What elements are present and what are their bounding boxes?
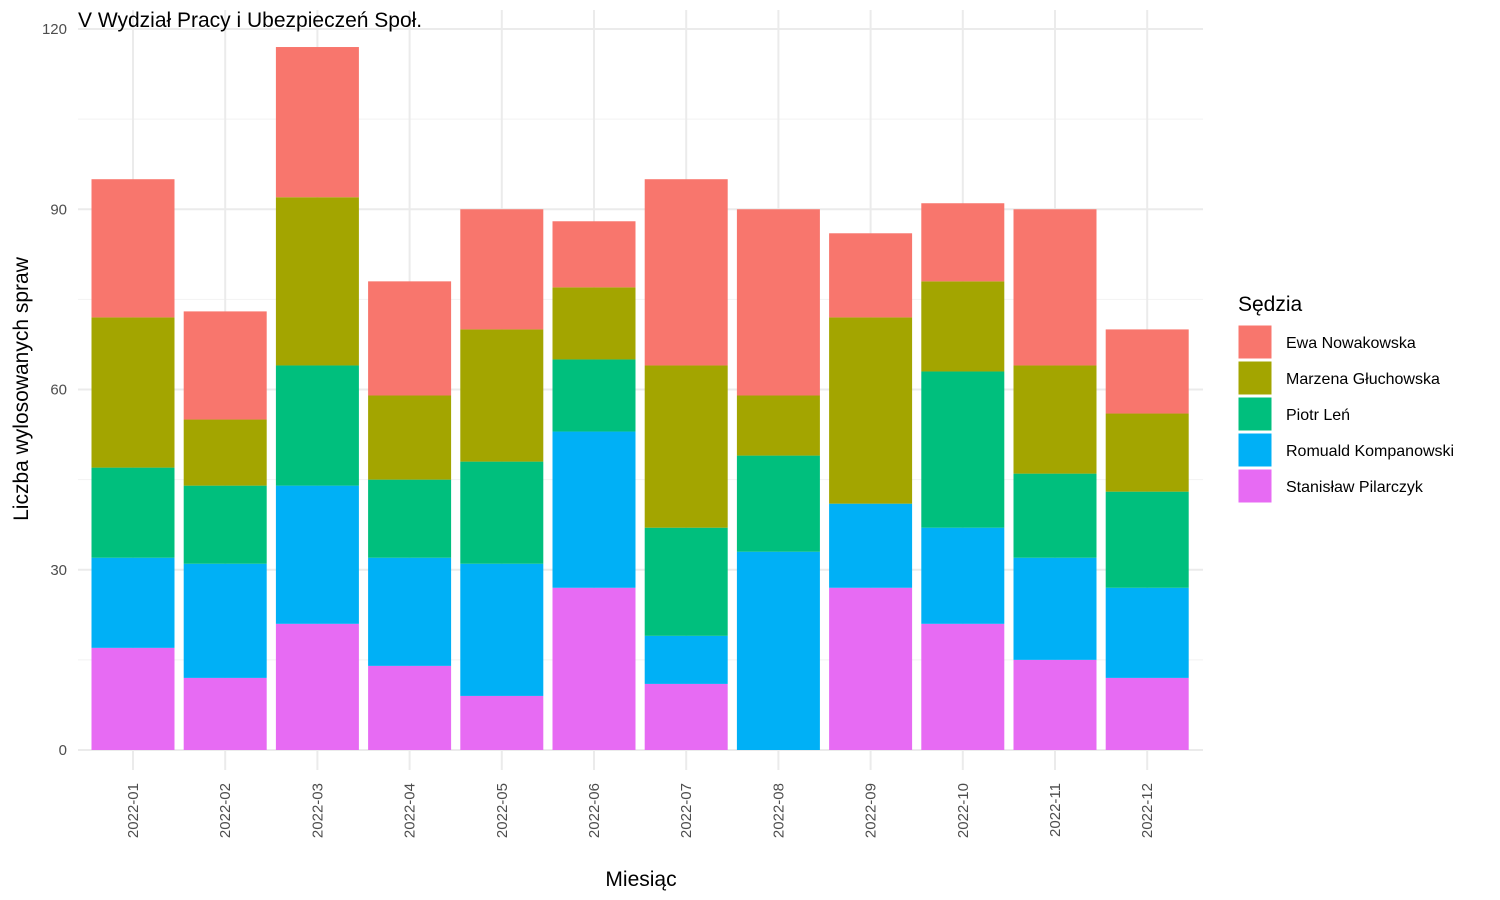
legend-label: Marzena Głuchowska	[1286, 371, 1440, 388]
bar-segment	[921, 203, 1005, 282]
bar-segment	[644, 527, 728, 636]
x-tick-label: 2022-02	[217, 783, 234, 838]
bar-segment	[1105, 677, 1189, 750]
bar-segment	[368, 395, 452, 480]
bar-segment	[1013, 557, 1097, 660]
legend-label: Ewa Nowakowska	[1286, 335, 1416, 352]
bar-segment	[460, 695, 544, 750]
legend: Sędzia Ewa Nowakowska Marzena Głuchowska P…	[1237, 293, 1454, 504]
bar-segment	[552, 221, 636, 288]
bar-segment	[460, 563, 544, 696]
x-tick-label: 2022-04	[402, 783, 419, 838]
x-tick-label: 2022-10	[955, 783, 972, 838]
x-tick-label: 2022-08	[770, 783, 787, 838]
legend-label: Stanisław Pilarczyk	[1286, 479, 1424, 496]
legend-swatch	[1237, 468, 1273, 504]
chart-title: V Wydział Pracy i Ubezpieczeń Społ.	[78, 9, 422, 32]
bar-segment	[552, 287, 636, 360]
bar-segment	[644, 365, 728, 528]
bar-segment	[644, 683, 728, 750]
x-tick-label: 2022-07	[678, 783, 695, 838]
bar-segment	[368, 557, 452, 666]
bar-segment	[91, 179, 175, 318]
bar-segment	[183, 563, 267, 678]
x-tick-label: 2022-12	[1139, 783, 1156, 838]
y-tick-label: 90	[50, 201, 67, 218]
y-tick-label: 30	[50, 562, 67, 579]
bar-segment	[1013, 209, 1097, 366]
legend-label: Piotr Leń	[1286, 407, 1350, 424]
bar-segment	[644, 179, 728, 366]
bar-segment	[1105, 329, 1189, 414]
bar-segment	[829, 503, 913, 588]
bar-segment	[552, 587, 636, 750]
bar-segment	[552, 431, 636, 588]
bar-segment	[183, 677, 267, 750]
bar-segment	[1105, 587, 1189, 678]
y-axis-title: Liczba wylosowanych spraw	[10, 256, 33, 521]
legend-swatch	[1237, 432, 1273, 468]
y-tick-label: 120	[42, 21, 67, 38]
x-axis-ticks: 2022-01 2022-02 2022-03 2022-04 2022-05 2022-…	[125, 783, 1156, 838]
bar-segment	[183, 311, 267, 420]
bar-segment	[460, 209, 544, 330]
bar-segment	[921, 371, 1005, 528]
bar-segment	[275, 197, 359, 366]
bar-segment	[91, 647, 175, 750]
bar-segment	[736, 209, 820, 396]
bar-segment	[829, 587, 913, 750]
bar-segment	[829, 233, 913, 318]
bar-segment	[275, 365, 359, 486]
legend-title: Sędzia	[1238, 293, 1303, 316]
x-tick-label: 2022-11	[1047, 783, 1064, 837]
y-tick-label: 60	[50, 382, 67, 399]
bar-segment	[368, 479, 452, 558]
bar-segment	[1105, 413, 1189, 492]
bar-segment	[275, 47, 359, 198]
bar-segment	[1013, 365, 1097, 474]
bar-segment	[1105, 491, 1189, 588]
bar-segment	[644, 635, 728, 684]
bar-segment	[91, 467, 175, 558]
bar-segment	[921, 281, 1005, 372]
bar-segment	[183, 419, 267, 486]
bar-segment	[275, 623, 359, 750]
bars	[91, 47, 1189, 750]
bar-segment	[1013, 659, 1097, 750]
bar-segment	[275, 485, 359, 624]
x-tick-label: 2022-06	[586, 783, 603, 838]
bar-segment	[91, 557, 175, 648]
x-tick-label: 2022-01	[125, 783, 142, 838]
bar-segment	[91, 317, 175, 468]
bar-segment	[736, 551, 820, 750]
legend-swatch	[1237, 396, 1273, 432]
bar-segment	[736, 395, 820, 456]
bar-segment	[368, 281, 452, 396]
legend-swatch	[1237, 324, 1273, 360]
y-tick-label: 0	[59, 742, 67, 759]
bar-segment	[921, 623, 1005, 750]
bar-segment	[921, 527, 1005, 624]
legend-label: Romuald Kompanowski	[1286, 443, 1454, 460]
bar-segment	[460, 329, 544, 462]
bar-segment	[829, 317, 913, 504]
bar-segment	[183, 485, 267, 564]
bar-segment	[368, 665, 452, 750]
x-tick-label: 2022-05	[494, 783, 511, 838]
bar-segment	[736, 455, 820, 552]
bar-segment	[552, 359, 636, 432]
bar-segment	[460, 461, 544, 564]
x-axis-title: Miesiąc	[605, 868, 676, 891]
y-axis-ticks: 0 30 60 90 120	[42, 21, 67, 759]
bar-segment	[1013, 473, 1097, 558]
x-tick-label: 2022-03	[309, 783, 326, 838]
legend-swatch	[1237, 360, 1273, 396]
x-tick-label: 2022-09	[863, 783, 880, 838]
